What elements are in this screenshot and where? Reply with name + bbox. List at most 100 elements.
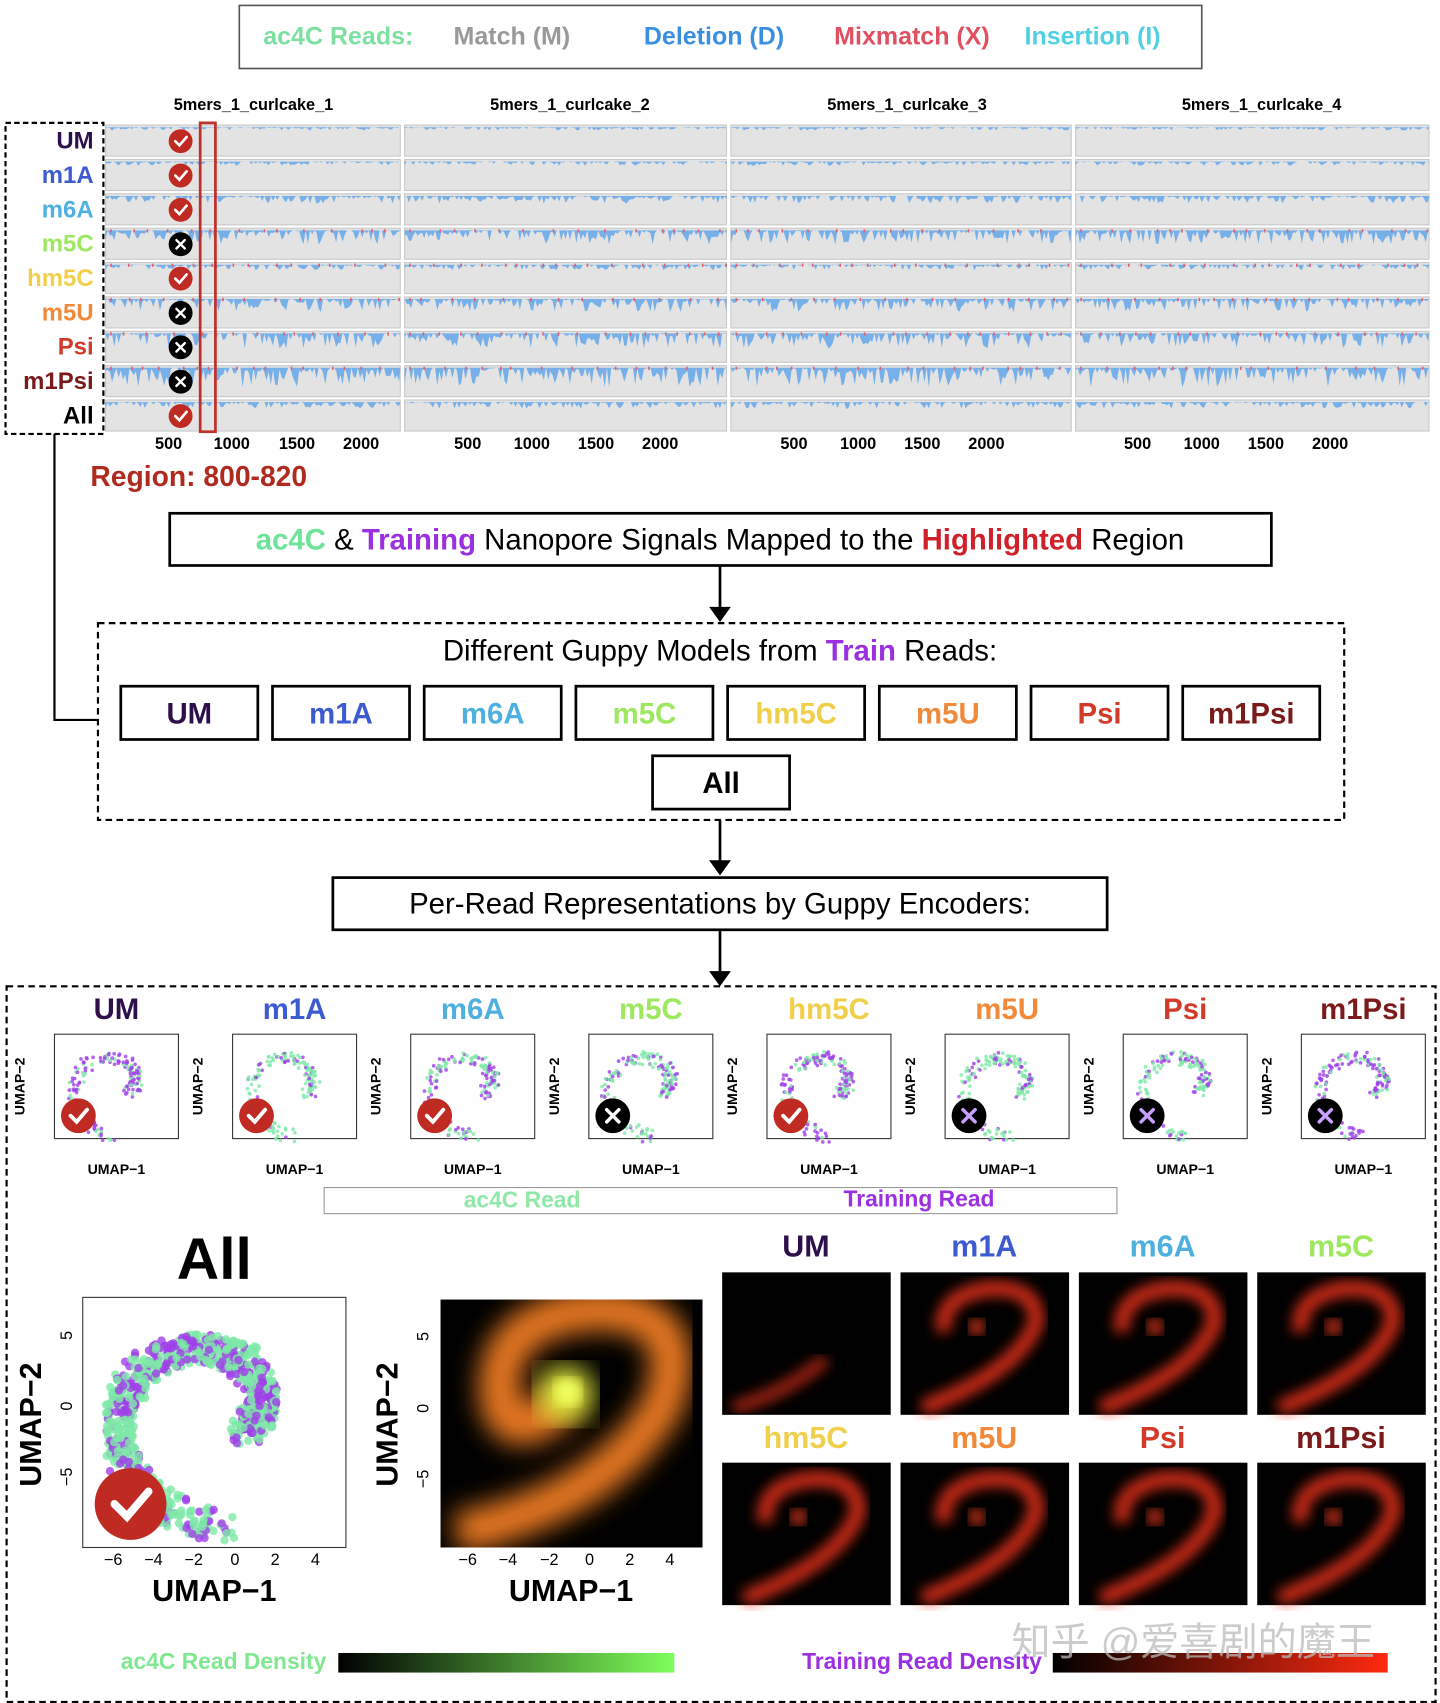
scatter-point bbox=[842, 1071, 847, 1076]
sentence-part: Nanopore Signals Mapped to the bbox=[476, 523, 922, 556]
scatter-point bbox=[485, 1076, 489, 1081]
scatter-point bbox=[957, 1094, 961, 1099]
scatter-point bbox=[102, 1451, 111, 1461]
x-tick-label: −6 bbox=[104, 1551, 123, 1569]
model-box bbox=[1029, 684, 1170, 741]
scatter-point bbox=[1138, 1090, 1143, 1094]
scatter-point bbox=[83, 1069, 88, 1073]
track-bg bbox=[404, 399, 728, 432]
sentence-part: ac4C bbox=[256, 523, 326, 556]
scatter-point bbox=[626, 1058, 630, 1063]
scatter-point bbox=[246, 1388, 255, 1398]
row-label: Psi bbox=[58, 334, 94, 361]
scatter-point bbox=[844, 1094, 849, 1099]
scatter-point bbox=[1137, 1085, 1142, 1090]
scatter-point bbox=[1004, 1137, 1009, 1142]
scatter-point bbox=[1005, 1062, 1010, 1067]
cross-mark bbox=[175, 341, 186, 353]
scatter-point bbox=[827, 1140, 831, 1144]
scatter-point bbox=[670, 1082, 674, 1086]
scatter-point bbox=[843, 1061, 847, 1065]
scatter-point bbox=[963, 1080, 968, 1084]
scatter-point bbox=[1331, 1058, 1335, 1063]
scatter-point bbox=[838, 1087, 843, 1091]
track-bg bbox=[105, 330, 401, 363]
scatter-point bbox=[815, 1063, 820, 1068]
model-label: m5C bbox=[613, 697, 677, 730]
model-box bbox=[574, 684, 715, 741]
x-tick-label: 500 bbox=[1124, 435, 1151, 453]
scatter-point bbox=[1013, 1061, 1017, 1065]
scatter-point bbox=[983, 1066, 987, 1071]
scatter-point bbox=[129, 1066, 133, 1070]
scatter-point bbox=[670, 1078, 674, 1082]
scatter-point bbox=[469, 1056, 473, 1061]
scatter-point bbox=[1197, 1076, 1202, 1080]
connector bbox=[53, 433, 98, 722]
scatter-point bbox=[138, 1069, 143, 1074]
scatter-point bbox=[117, 1052, 122, 1056]
scatter-point bbox=[240, 1367, 249, 1377]
x-axis-label: UMAP−1 bbox=[800, 1161, 858, 1177]
scatter-point bbox=[86, 1130, 91, 1135]
scatter-point bbox=[273, 1121, 277, 1126]
scatter-point bbox=[1030, 1083, 1035, 1088]
scatter-point bbox=[832, 1062, 837, 1067]
scatter-point bbox=[1206, 1083, 1211, 1088]
scatter-point bbox=[266, 1054, 271, 1059]
heatmap-title: m1Psi bbox=[1296, 1421, 1386, 1455]
scatter-point bbox=[813, 1125, 818, 1130]
x-tick-label: 500 bbox=[454, 435, 481, 453]
scatter-point bbox=[459, 1136, 463, 1141]
scatter-point bbox=[804, 1056, 809, 1060]
scatter-point bbox=[496, 1083, 501, 1087]
scatter-point bbox=[265, 1059, 270, 1064]
y-axis-label: UMAP−2 bbox=[11, 1057, 27, 1115]
scatter-point bbox=[116, 1059, 121, 1063]
scatter-point bbox=[668, 1061, 673, 1065]
scatter-point bbox=[988, 1054, 993, 1059]
track-bg bbox=[1075, 261, 1430, 295]
scatter-point bbox=[1155, 1059, 1160, 1063]
scatter-point bbox=[1368, 1090, 1372, 1095]
x-tick-label: 2 bbox=[625, 1551, 634, 1569]
scatter-point bbox=[1022, 1097, 1027, 1101]
scatter-point bbox=[1174, 1134, 1179, 1138]
scatter-point bbox=[483, 1063, 487, 1068]
scatter-point bbox=[130, 1058, 135, 1062]
scatter-point bbox=[289, 1051, 294, 1055]
scatter-point bbox=[1193, 1057, 1198, 1062]
scatter-point bbox=[817, 1058, 822, 1063]
scatter-point bbox=[435, 1072, 439, 1077]
x-tick-label: 2000 bbox=[343, 435, 379, 453]
scatter-point bbox=[121, 1372, 131, 1381]
scatter-point bbox=[275, 1134, 280, 1138]
scatter-point bbox=[70, 1079, 75, 1084]
x-tick-label: 2 bbox=[271, 1551, 280, 1569]
scatter-point bbox=[1321, 1065, 1326, 1070]
scatter-point bbox=[1144, 1088, 1149, 1093]
scatter-point bbox=[835, 1085, 839, 1090]
track-signal bbox=[1075, 402, 1430, 409]
track-signal bbox=[730, 161, 1072, 166]
x-axis-label: UMAP−1 bbox=[266, 1161, 324, 1177]
scatter-point bbox=[1340, 1062, 1345, 1066]
scatter-point bbox=[789, 1065, 794, 1070]
panel-title: UM bbox=[94, 993, 140, 1026]
scatter-point bbox=[993, 1061, 997, 1065]
scatter-point bbox=[1318, 1072, 1322, 1077]
scatter-point bbox=[1020, 1089, 1025, 1093]
track-signal bbox=[105, 127, 401, 131]
track-signal bbox=[105, 195, 401, 204]
heatmap-core bbox=[969, 1319, 985, 1335]
scatter-point bbox=[495, 1071, 499, 1075]
scatter-point bbox=[1374, 1066, 1379, 1071]
scatter-point bbox=[247, 1381, 257, 1391]
scatter-point bbox=[99, 1129, 104, 1134]
scatter-point bbox=[603, 1082, 607, 1087]
icon-circle bbox=[168, 404, 193, 429]
track-signal bbox=[105, 264, 401, 270]
scatter-point bbox=[228, 1512, 237, 1522]
track-signal bbox=[1075, 367, 1430, 388]
scatter-point bbox=[959, 1091, 964, 1096]
